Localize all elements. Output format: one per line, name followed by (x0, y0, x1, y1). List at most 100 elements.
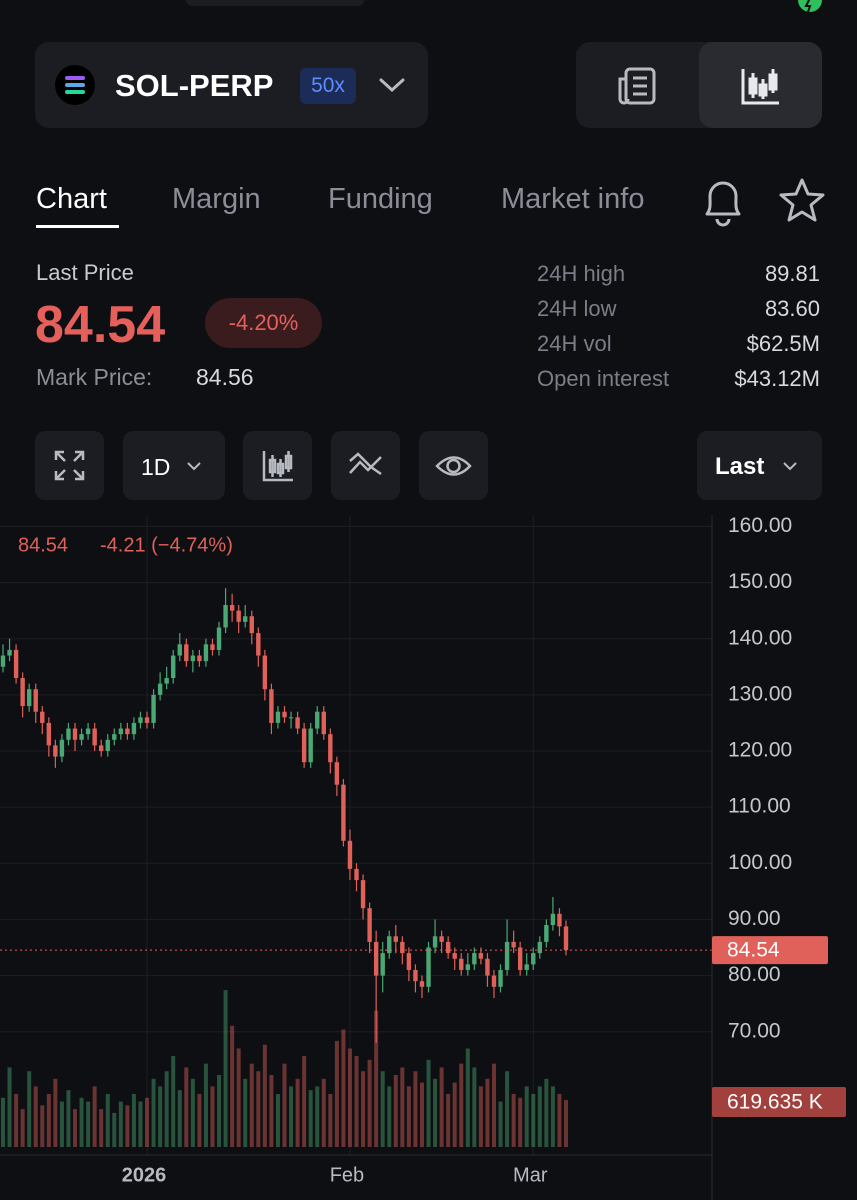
volume-bar (158, 1086, 163, 1147)
chevron (379, 78, 405, 93)
tab[interactable]: Chart (36, 183, 107, 215)
candle-body (531, 953, 536, 965)
chart-type-button[interactable] (243, 431, 312, 500)
tab[interactable]: Market info (501, 183, 645, 215)
candle-body (229, 605, 235, 611)
stat-label: 24H vol (537, 331, 612, 356)
tab[interactable]: Funding (328, 183, 433, 215)
candle-body (472, 953, 477, 965)
eye-icon (435, 456, 472, 476)
volume-bar (446, 1093, 451, 1147)
candle-body (439, 936, 444, 942)
volume-bar (374, 1010, 379, 1147)
market-selector[interactable]: SOL-PERP 50x (35, 42, 428, 128)
change-badge: -4.20% (205, 298, 322, 348)
volume-bar (145, 1097, 150, 1147)
price-source: Last (715, 453, 765, 480)
volume-bar (66, 1090, 71, 1147)
candle-body (301, 728, 307, 763)
volume-bar (197, 1093, 202, 1147)
x-tick-label: Feb (330, 1164, 364, 1186)
volume-bar (439, 1067, 444, 1147)
candle-body (98, 745, 104, 751)
candle-body (72, 728, 78, 740)
legend-price: 84.54 (18, 534, 68, 556)
candle-body (498, 969, 503, 987)
visibility-button[interactable] (419, 431, 488, 500)
interval-button[interactable]: 1D (123, 431, 225, 500)
volume-bar (491, 1063, 496, 1147)
chart-icon[interactable] (739, 65, 783, 109)
volume-bar (105, 1093, 110, 1147)
bell-icon[interactable] (698, 176, 748, 228)
stat-value: $62.5M (746, 331, 820, 356)
candle-body (236, 610, 241, 622)
stat-label: 24H low (537, 296, 617, 321)
volume-bar (223, 990, 228, 1147)
leverage-badge: 50x (300, 68, 356, 104)
stat-value: $43.12M (734, 366, 820, 391)
candle-layer (0, 588, 712, 1043)
volume-bar (426, 1059, 431, 1147)
candle-body (387, 936, 392, 954)
candle-body (223, 605, 228, 628)
candle-body (432, 936, 438, 948)
candles-icon (262, 451, 293, 482)
candle-body (7, 649, 12, 656)
candle-body (426, 947, 431, 987)
candle-body (26, 689, 32, 707)
candle-body (190, 655, 196, 662)
y-tick-label: 90.00 (728, 907, 781, 930)
volume-bar (550, 1086, 555, 1147)
candle-body (491, 975, 497, 987)
candle-body (393, 936, 398, 942)
star-icon[interactable] (777, 176, 827, 226)
candle-body (59, 739, 65, 757)
tab[interactable]: Margin (172, 183, 261, 215)
candle-body (347, 840, 353, 869)
volume-bar (459, 1063, 464, 1147)
candle-body (341, 784, 346, 841)
volume-bar (465, 1048, 470, 1147)
candle-body (419, 981, 425, 987)
volume-bar (511, 1093, 516, 1147)
volume-layer (1, 990, 568, 1147)
volume-bar (498, 1101, 503, 1147)
stat-value: 89.81 (764, 261, 820, 286)
volume-bar (138, 1101, 143, 1147)
volume-bar (315, 1086, 320, 1147)
fullscreen-button[interactable] (35, 431, 104, 500)
candle-body (256, 633, 261, 656)
news-icon[interactable] (616, 65, 660, 109)
candle-body (544, 925, 549, 942)
candle-body (184, 644, 189, 662)
candle-body (269, 689, 274, 723)
candle-body (485, 958, 490, 976)
price-source-button[interactable]: Last (697, 431, 822, 500)
candlestick-chart: 2026 Feb Mar 70.00 80.00 90.00 100.00 110.00 120… (0, 515, 846, 1200)
expand-icon (54, 450, 85, 481)
volume-bar (518, 1097, 523, 1147)
x-tick-label: 2026 (122, 1164, 167, 1186)
volume-bar (387, 1086, 392, 1147)
status-icon (798, 0, 822, 13)
stat-label: Open interest (537, 366, 670, 391)
volume-bar (537, 1086, 542, 1147)
volume-bar (230, 1025, 235, 1147)
candle-body (131, 722, 137, 735)
candle-body (249, 616, 254, 634)
volume-bar (40, 1105, 45, 1147)
volume-bar (308, 1090, 313, 1147)
volume-bar (478, 1086, 483, 1147)
last-price: 84.54 (35, 296, 166, 354)
candle-body (138, 717, 143, 723)
sol-logo (55, 65, 95, 105)
volume-bar (531, 1093, 536, 1147)
y-tick-label: 150.00 (728, 570, 792, 593)
volume-bar (262, 1044, 267, 1147)
indicators-button[interactable] (331, 431, 400, 500)
candle-body (144, 717, 150, 723)
candle-body (504, 941, 510, 970)
volume-bar (190, 1078, 195, 1147)
volume-bar (472, 1067, 477, 1147)
